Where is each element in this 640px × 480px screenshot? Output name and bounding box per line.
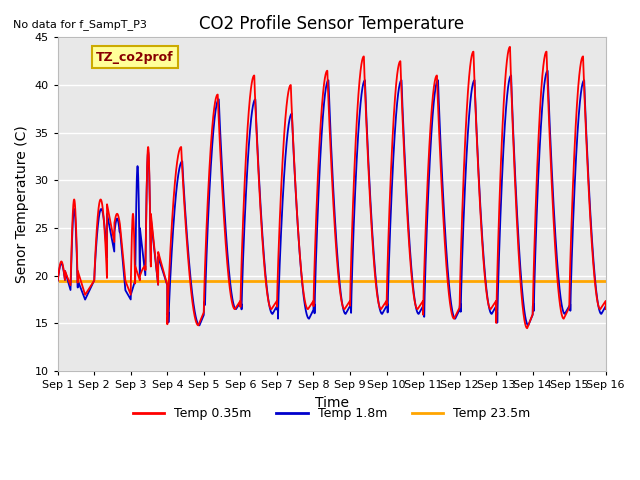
Text: No data for f_SampT_P3: No data for f_SampT_P3 [13,19,147,30]
Text: TZ_co2prof: TZ_co2prof [96,51,173,64]
Legend: Temp 0.35m, Temp 1.8m, Temp 23.5m: Temp 0.35m, Temp 1.8m, Temp 23.5m [128,402,536,425]
Title: CO2 Profile Sensor Temperature: CO2 Profile Sensor Temperature [199,15,464,33]
Y-axis label: Senor Temperature (C): Senor Temperature (C) [15,125,29,283]
X-axis label: Time: Time [315,396,349,410]
